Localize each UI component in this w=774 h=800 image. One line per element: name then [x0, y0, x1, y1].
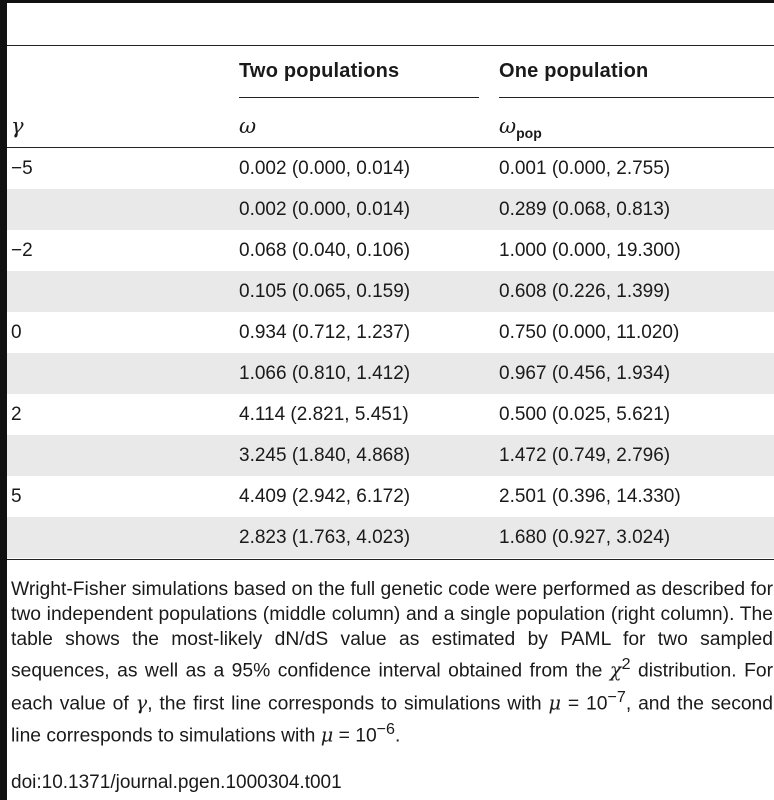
header-two-underline — [239, 97, 479, 98]
table-row: 1.066 (0.810, 1.412) 0.967 (0.456, 1.934… — [7, 353, 774, 394]
gamma-cell: −5 — [11, 158, 33, 179]
table-row: 0.002 (0.000, 0.014) 0.289 (0.068, 0.813… — [7, 189, 774, 230]
table-row: 3.245 (1.840, 4.868) 1.472 (0.749, 2.796… — [7, 435, 774, 476]
two-pop-cell: 0.105 (0.065, 0.159) — [239, 281, 411, 302]
two-pop-cell: 0.934 (0.712, 1.237) — [239, 322, 411, 343]
table-row: −5 0.002 (0.000, 0.014) 0.001 (0.000, 2.… — [7, 148, 774, 189]
doi-link[interactable]: doi:10.1371/journal.pgen.1000304.t001 — [11, 772, 342, 793]
header-two-populations: Two populations — [239, 60, 400, 82]
header-one-population: One population — [499, 60, 649, 82]
table-bottom-rule — [7, 559, 774, 560]
gamma-cell: 2 — [11, 404, 22, 425]
one-pop-cell: 1.472 (0.749, 2.796) — [499, 445, 671, 466]
two-pop-cell: 0.068 (0.040, 0.106) — [239, 240, 411, 261]
top-border — [0, 0, 774, 3]
table-row: 2 4.114 (2.821, 5.451) 0.500 (0.025, 5.6… — [7, 394, 774, 435]
header-gamma: γ — [11, 114, 24, 138]
header-rule — [7, 147, 774, 148]
table-top-rule — [7, 45, 774, 46]
two-pop-cell: 0.002 (0.000, 0.014) — [239, 199, 411, 220]
one-pop-cell: 1.680 (0.927, 3.024) — [499, 527, 671, 548]
one-pop-cell: 0.001 (0.000, 2.755) — [499, 158, 671, 179]
header-one-underline — [499, 97, 774, 98]
gamma-cell: −2 — [11, 240, 33, 261]
header-omega-pop: ωpop — [499, 114, 542, 142]
gamma-cell: 5 — [11, 486, 22, 507]
two-pop-cell: 2.823 (1.763, 4.023) — [239, 527, 411, 548]
table-row: −2 0.068 (0.040, 0.106) 1.000 (0.000, 19… — [7, 230, 774, 271]
table-row: 0 0.934 (0.712, 1.237) 0.750 (0.000, 11.… — [7, 312, 774, 353]
two-pop-cell: 3.245 (1.840, 4.868) — [239, 445, 411, 466]
two-pop-cell: 4.409 (2.942, 6.172) — [239, 486, 411, 507]
table-row: 5 4.409 (2.942, 6.172) 2.501 (0.396, 14.… — [7, 476, 774, 517]
one-pop-cell: 2.501 (0.396, 14.330) — [499, 486, 681, 507]
one-pop-cell: 0.608 (0.226, 1.399) — [499, 281, 671, 302]
gamma-cell: 0 — [11, 322, 22, 343]
one-pop-cell: 0.967 (0.456, 1.934) — [499, 363, 671, 384]
two-pop-cell: 0.002 (0.000, 0.014) — [239, 158, 411, 179]
left-border — [0, 0, 7, 800]
two-pop-cell: 1.066 (0.810, 1.412) — [239, 363, 411, 384]
one-pop-cell: 0.500 (0.025, 5.621) — [499, 404, 671, 425]
two-pop-cell: 4.114 (2.821, 5.451) — [239, 404, 409, 425]
one-pop-cell: 1.000 (0.000, 19.300) — [499, 240, 681, 261]
table-row: 0.105 (0.065, 0.159) 0.608 (0.226, 1.399… — [7, 271, 774, 312]
header-omega: ω — [239, 114, 257, 138]
one-pop-cell: 0.750 (0.000, 11.020) — [499, 322, 680, 343]
table-footnote: Wright-Fisher simulations based on the f… — [11, 579, 774, 747]
one-pop-cell: 0.289 (0.068, 0.813) — [499, 199, 671, 220]
table-row: 2.823 (1.763, 4.023) 1.680 (0.927, 3.024… — [7, 517, 774, 558]
